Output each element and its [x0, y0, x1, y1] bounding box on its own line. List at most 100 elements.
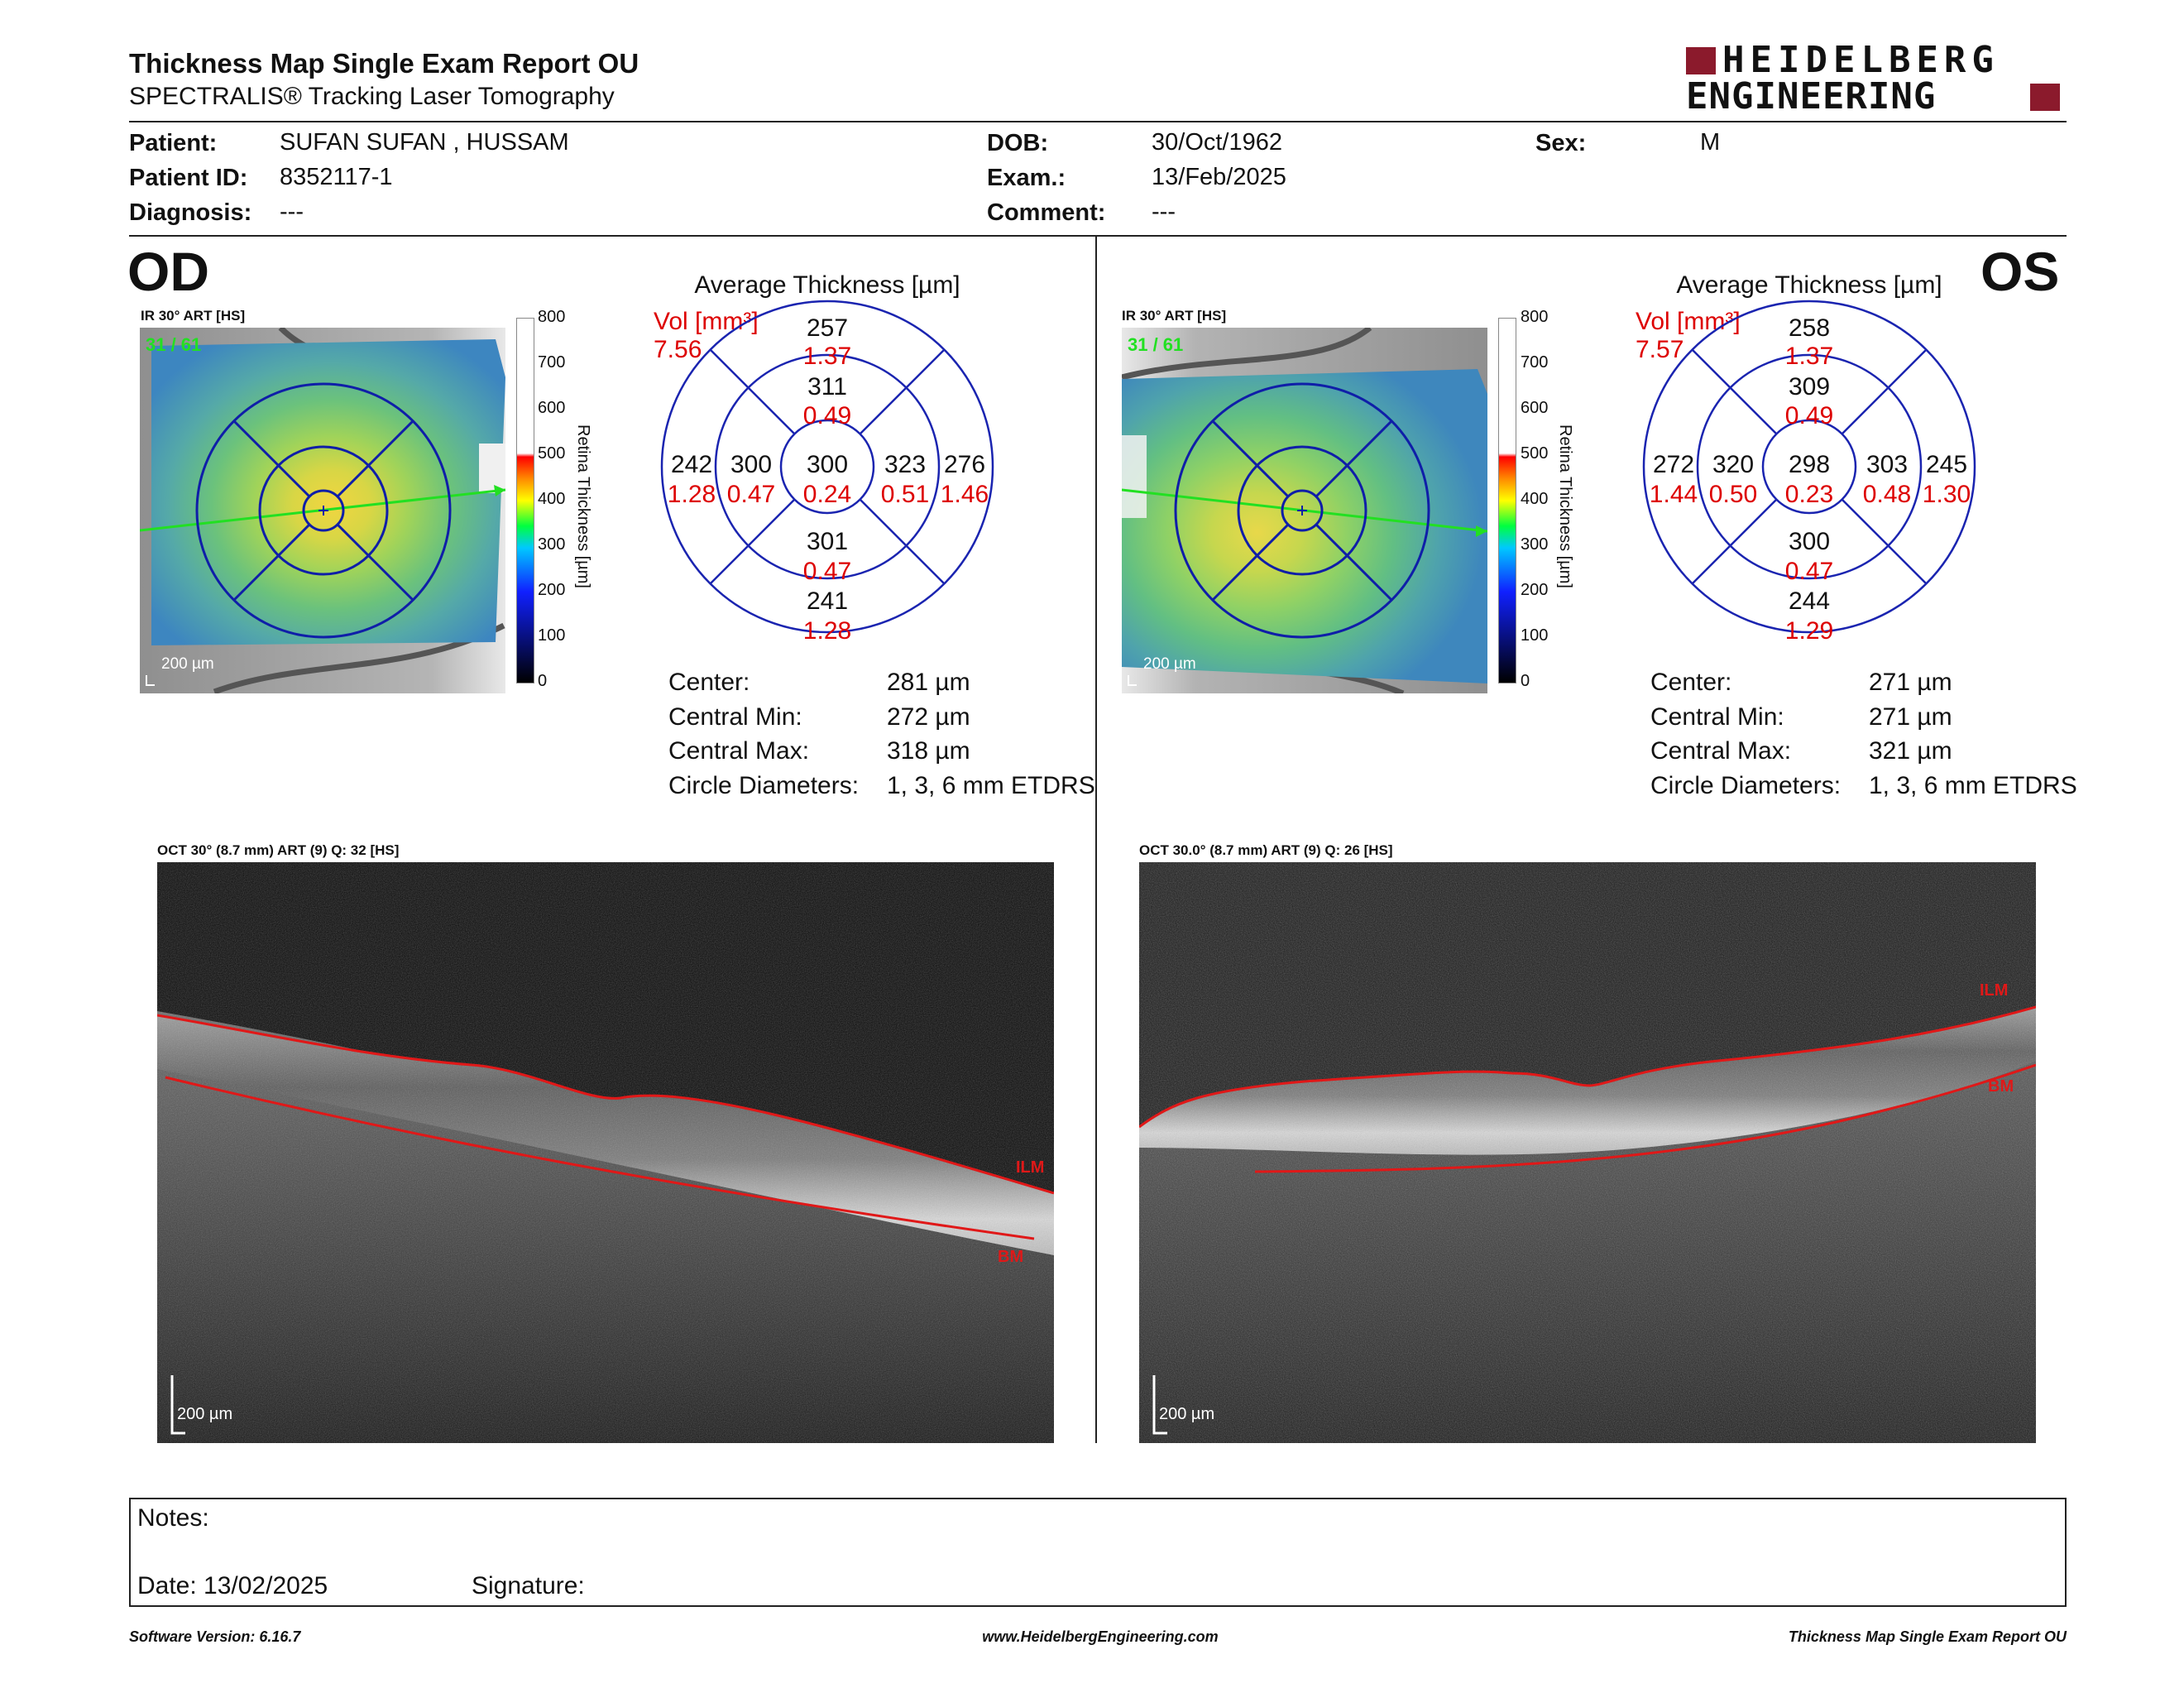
os-diam-label: Circle Diameters:: [1650, 772, 1842, 799]
os-ir-title: IR 30° ART [HS]: [1122, 308, 1227, 324]
od-etdrs-grid: [660, 300, 994, 634]
od-inner-inf-volume: 0.47: [802, 558, 852, 585]
os-inner-inf-volume: 0.47: [1784, 558, 1834, 585]
os-inner-sup-thickness: 309: [1788, 373, 1831, 400]
os-min-label: Central Min:: [1650, 703, 1784, 731]
os-tick: 100: [1521, 626, 1549, 645]
os-colorbar-label: Retina Thickness [µm]: [1556, 424, 1574, 588]
os-oct-scan: ILM BM 200 µm: [1139, 862, 2036, 1443]
od-colorbar-label: Retina Thickness [µm]: [574, 424, 592, 588]
website-link[interactable]: www.HeidelbergEngineering.com: [982, 1628, 1219, 1645]
os-tick: 300: [1521, 535, 1549, 554]
os-tick: 400: [1521, 490, 1549, 508]
header-divider: [129, 121, 2067, 122]
os-inner-left-volume: 0.50: [1708, 481, 1758, 508]
od-oct-scalebar: 200 µm: [177, 1405, 233, 1423]
os-outer-right-thickness: 245: [1925, 451, 1968, 478]
notes-date: Date: 13/02/2025: [137, 1572, 328, 1599]
os-outer-right-volume: 1.30: [1922, 481, 1971, 508]
od-max-value: 318 µm: [887, 737, 970, 765]
os-outer-inf-volume: 1.29: [1784, 617, 1834, 645]
os-map-scalebar: 200 µm: [1143, 655, 1196, 673]
od-inner-inf-thickness: 301: [806, 528, 849, 555]
os-oct-title: OCT 30.0° (8.7 mm) ART (9) Q: 26 [HS]: [1139, 842, 1393, 858]
od-center-label: Center:: [668, 669, 750, 696]
heidelberg-logo: HEIDELBERG ENGINEERING: [1686, 42, 2067, 117]
od-oct-scan: ILM BM 200 µm: [157, 862, 1054, 1443]
od-outer-right-volume: 1.46: [940, 481, 989, 508]
od-min-label: Central Min:: [668, 703, 802, 731]
os-outer-left-thickness: 272: [1652, 451, 1695, 478]
os-inner-left-thickness: 320: [1712, 451, 1755, 478]
od-inner-sup-volume: 0.49: [802, 402, 852, 429]
os-oct-scalebar: 200 µm: [1159, 1405, 1215, 1423]
os-max-label: Central Max:: [1650, 737, 1792, 765]
eye-divider: [1095, 237, 1097, 1443]
od-inner-left-volume: 0.47: [726, 481, 776, 508]
od-tick: 300: [538, 535, 566, 554]
os-center-label: Center:: [1650, 669, 1732, 696]
logo-line-2: ENGINEERING: [1686, 75, 1937, 117]
os-vol-label: Vol [mm³]: [1636, 308, 1741, 335]
od-outer-left-thickness: 242: [670, 451, 713, 478]
os-colorbar: [1498, 318, 1516, 683]
os-inner-right-volume: 0.48: [1862, 481, 1912, 508]
exam-value: 13/Feb/2025: [1152, 164, 1286, 190]
od-thickness-map: 31 / 61 200 µm: [140, 328, 505, 693]
od-inner-left-thickness: 300: [730, 451, 773, 478]
od-tick: 600: [538, 399, 566, 417]
patient-label: Patient:: [129, 130, 218, 156]
diagnosis-label: Diagnosis:: [129, 199, 252, 226]
od-ir-title: IR 30° ART [HS]: [141, 308, 246, 324]
od-diam-value: 1, 3, 6 mm ETDRS: [887, 772, 1095, 799]
notes-box[interactable]: Notes: Date: 13/02/2025 Signature:: [129, 1498, 2067, 1607]
report-title: Thickness Map Single Exam Report OU: [129, 48, 639, 79]
od-center-thickness: 300: [806, 451, 849, 478]
od-outer-sup-volume: 1.37: [802, 343, 852, 370]
os-etdrs-grid: [1642, 300, 1976, 634]
os-min-value: 271 µm: [1869, 703, 1952, 731]
os-tick: 200: [1521, 581, 1549, 599]
os-eye-label: OS: [1980, 241, 2060, 302]
notes-signature: Signature:: [472, 1572, 585, 1599]
sex-value: M: [1700, 129, 1721, 156]
od-tick: 0: [538, 672, 548, 690]
os-vol-value: 7.57: [1636, 336, 1684, 363]
os-thickness-map: 31 / 61 200 µm: [1122, 328, 1487, 693]
patient-value: SUFAN SUFAN , HUSSAM: [280, 129, 569, 156]
exam-label: Exam.:: [987, 165, 1066, 191]
os-tick: 700: [1521, 353, 1549, 372]
os-tick: 0: [1521, 672, 1530, 690]
os-outer-sup-thickness: 258: [1788, 314, 1831, 342]
od-ilm-label: ILM: [1016, 1158, 1045, 1177]
patient-id-label: Patient ID:: [129, 165, 248, 191]
logo-square-bottom-icon: [2030, 84, 2060, 111]
comment-value: ---: [1152, 199, 1176, 225]
od-avg-title: Average Thickness [µm]: [694, 271, 960, 299]
od-bm-label: BM: [998, 1248, 1024, 1266]
od-eye-label: OD: [127, 241, 209, 302]
od-outer-right-thickness: 276: [943, 451, 986, 478]
patient-id-value: 8352117-1: [280, 164, 393, 190]
od-frame-counter: 31 / 61: [146, 334, 202, 355]
os-avg-title: Average Thickness [µm]: [1676, 271, 1942, 299]
os-tick: 600: [1521, 399, 1549, 417]
od-map-scalebar: 200 µm: [161, 655, 214, 673]
footer-report-name: Thickness Map Single Exam Report OU: [1788, 1628, 2067, 1645]
od-inner-sup-thickness: 311: [807, 373, 847, 400]
od-colorbar: [516, 318, 534, 683]
software-version: Software Version: 6.16.7: [129, 1628, 301, 1645]
dob-value: 30/Oct/1962: [1152, 129, 1282, 156]
od-tick: 700: [538, 353, 566, 372]
os-colorbar-ticks: 800 700 600 500 400 300 200 100 0: [1521, 308, 1554, 697]
dob-label: DOB:: [987, 130, 1049, 156]
info-divider: [129, 235, 2067, 237]
os-max-value: 321 µm: [1869, 737, 1952, 765]
od-tick: 200: [538, 581, 566, 599]
os-frame-counter: 31 / 61: [1128, 334, 1184, 355]
od-vol-label: Vol [mm³]: [654, 308, 759, 335]
od-tick: 100: [538, 626, 566, 645]
os-tick: 800: [1521, 308, 1549, 326]
od-center-volume: 0.24: [802, 481, 852, 508]
notes-label: Notes:: [137, 1504, 209, 1532]
